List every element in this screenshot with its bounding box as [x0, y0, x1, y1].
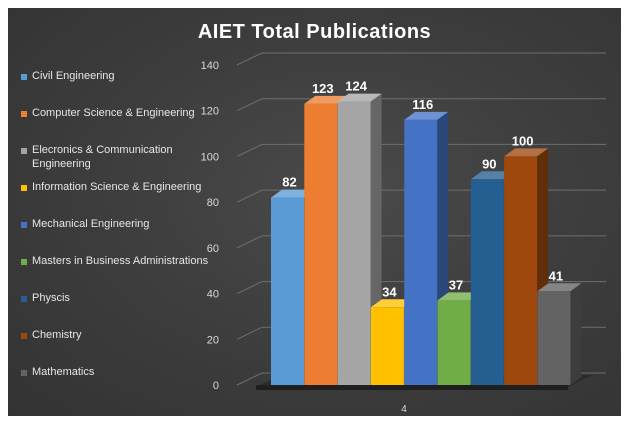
legend-label: Mechanical Engineering [32, 218, 150, 230]
bar-top [304, 95, 349, 104]
data-label: 34 [382, 284, 397, 299]
bar [370, 307, 404, 385]
legend-label: Computer Science & Engineering [32, 107, 195, 119]
y-tick-label: 20 [207, 334, 219, 346]
y-tick-label: 80 [207, 197, 219, 209]
legend-label: Information Science & Engineering [32, 181, 202, 193]
y-tick-label: 120 [201, 106, 219, 118]
gridline-depth [236, 52, 263, 66]
bar [271, 197, 304, 385]
y-tick-label: 40 [207, 289, 219, 301]
legend-label: Physcis [32, 292, 70, 304]
data-label: 90 [482, 156, 496, 171]
bar-top [504, 148, 549, 157]
data-label: 123 [312, 81, 334, 96]
legend-label: Chemistry [32, 329, 82, 341]
legend-label: Masters in Business Administrations [32, 255, 209, 267]
legend-label: Elecronics & Communication Engineering [32, 144, 173, 170]
legend-swatch [21, 333, 27, 339]
gridline-depth [236, 98, 263, 112]
legend-swatch [21, 222, 27, 228]
bar [537, 291, 571, 385]
bar-top [470, 171, 515, 180]
y-tick-label: 60 [207, 243, 219, 255]
gridline-depth [236, 143, 263, 157]
bar-top [337, 93, 382, 102]
bar-top [537, 283, 582, 292]
bar [470, 179, 504, 385]
legend-swatch [21, 148, 27, 154]
y-tick-label: 0 [213, 380, 219, 392]
bar [504, 156, 538, 385]
data-label: 100 [512, 133, 534, 148]
bar [437, 300, 471, 385]
bar [404, 119, 438, 385]
chart-title: AIET Total Publications [197, 21, 432, 43]
bar-top [404, 111, 449, 120]
bar-top [437, 292, 482, 301]
bar [337, 101, 371, 386]
legend-swatch [21, 259, 27, 265]
data-label: 116 [412, 97, 433, 112]
legend-swatch [21, 74, 27, 80]
chart-floor-edge [256, 385, 568, 390]
gridline-depth [236, 189, 263, 203]
legend-label: Mathematics [32, 366, 95, 378]
x-tick-label: 4 [401, 404, 407, 415]
bar-top [370, 299, 415, 308]
legend-swatch [21, 185, 27, 191]
gridline-depth [236, 372, 263, 386]
gridline-depth [236, 326, 263, 340]
gridline-depth [236, 235, 263, 249]
bar-side [570, 283, 582, 385]
gridline-depth [236, 281, 263, 295]
legend-label: Civil Engineering [32, 70, 115, 82]
data-label: 37 [449, 277, 463, 292]
plot-area: 0 20 40 60 80 100 120 140 82 123 124 34 116 37 90 100 41… [201, 52, 606, 415]
bar [304, 103, 338, 385]
legend-swatch [21, 296, 27, 302]
bar-top [271, 189, 315, 198]
legend-swatch [21, 370, 27, 376]
chart-area: AIET Total Publications Civil Engineerin… [8, 8, 621, 416]
data-label: 82 [282, 175, 296, 190]
y-tick-label: 140 [201, 60, 219, 72]
data-label: 41 [549, 268, 563, 283]
data-label: 124 [345, 79, 367, 94]
y-tick-label: 100 [201, 151, 219, 163]
legend-swatch [21, 111, 27, 117]
